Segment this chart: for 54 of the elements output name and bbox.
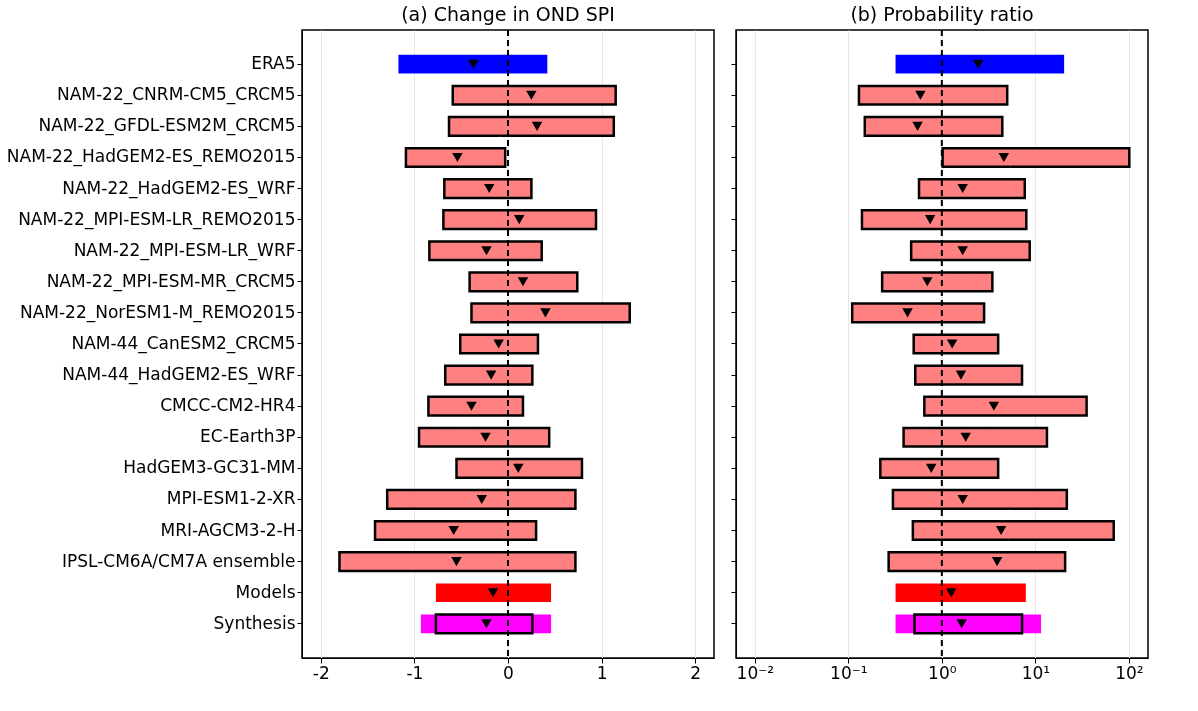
chart-title: (a) Change in OND SPI bbox=[401, 3, 615, 25]
point bbox=[481, 619, 492, 629]
point bbox=[493, 339, 504, 349]
chart-title: (b) Probability ratio bbox=[850, 3, 1034, 25]
x-tick-label: 10¹ bbox=[1021, 662, 1051, 683]
y-tick-label: HadGEM3-GC31-MM bbox=[123, 457, 296, 478]
x-tick-label: 1 bbox=[596, 662, 608, 683]
y-tick-label: NAM-22_MPI-ESM-MR_CRCM5 bbox=[46, 270, 296, 292]
point bbox=[448, 525, 459, 536]
point bbox=[476, 494, 488, 504]
y-tick-label: NAM-22_MPI-ESM-LR_REMO2015 bbox=[18, 208, 296, 230]
point bbox=[540, 308, 551, 318]
x-tick-label: 10⁰ bbox=[928, 662, 957, 683]
y-tick-label: NAM-22_HadGEM2-ES_WRF bbox=[62, 177, 296, 199]
point bbox=[452, 152, 463, 163]
bar bbox=[895, 583, 1026, 603]
point bbox=[480, 432, 491, 442]
x-tick-label: 2 bbox=[690, 662, 702, 683]
y-tick-label: NAM-22_MPI-ESM-LR_WRF bbox=[73, 239, 296, 261]
bar bbox=[895, 54, 1065, 74]
y-tick-label: MRI-AGCM3-2-H bbox=[160, 519, 296, 540]
bar bbox=[398, 54, 548, 74]
x-tick-label: 10⁻² bbox=[736, 662, 774, 683]
y-tick-label: NAM-44_CanESM2_CRCM5 bbox=[71, 333, 296, 354]
y-tick-label: Synthesis bbox=[213, 612, 296, 633]
x-tick-label: 10² bbox=[1115, 662, 1144, 683]
point bbox=[481, 246, 492, 256]
point bbox=[487, 588, 499, 598]
y-tick-label: NAM-44_HadGEM2-ES_WRF bbox=[62, 364, 296, 386]
point bbox=[484, 184, 495, 194]
point bbox=[517, 277, 529, 287]
y-tick-label: CMCC-CM2-HR4 bbox=[160, 395, 296, 416]
y-tick-label: MPI-ESM1-2-XR bbox=[166, 488, 296, 509]
y-tick-label: IPSL-CM6A/CM7A ensemble bbox=[61, 550, 296, 571]
point bbox=[466, 401, 477, 411]
point bbox=[513, 463, 524, 473]
y-tick-label: NAM-22_HadGEM2-ES_REMO2015 bbox=[6, 146, 296, 168]
x-tick-label: -1 bbox=[406, 662, 424, 683]
y-tick-label: ERA5 bbox=[251, 53, 296, 74]
x-tick-label: 0 bbox=[503, 662, 514, 683]
x-tick-label: 10⁻¹ bbox=[830, 662, 868, 683]
y-tick-label: NAM-22_NorESM1-M_REMO2015 bbox=[19, 301, 296, 323]
point bbox=[526, 90, 537, 100]
x-tick-label: -2 bbox=[312, 662, 330, 683]
y-tick-label: NAM-22_GFDL-ESM2M_CRCM5 bbox=[38, 115, 296, 137]
point bbox=[531, 121, 543, 131]
point bbox=[485, 370, 497, 380]
point bbox=[468, 59, 479, 69]
y-tick-label: Models bbox=[235, 581, 296, 602]
point bbox=[451, 557, 462, 567]
bar bbox=[435, 583, 552, 603]
y-tick-label: NAM-22_CNRM-CM5_CRCM5 bbox=[56, 84, 296, 106]
y-tick-label: EC-Earth3P bbox=[200, 426, 296, 447]
point bbox=[513, 215, 525, 225]
